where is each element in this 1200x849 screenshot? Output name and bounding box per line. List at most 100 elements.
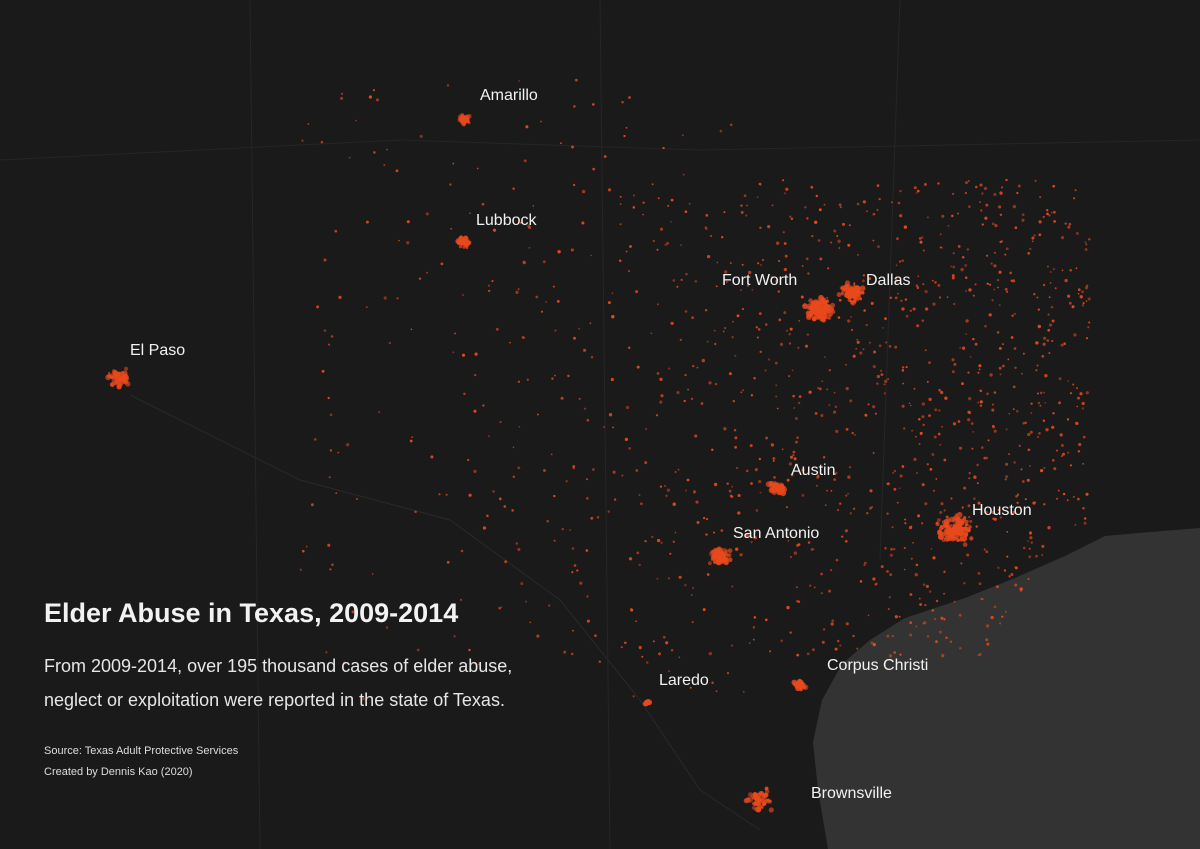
incident-dot: [618, 259, 622, 262]
incident-dot: [454, 332, 456, 335]
incident-dot: [1048, 214, 1051, 217]
incident-dot: [833, 478, 837, 481]
incident-dot: [838, 247, 841, 249]
incident-dot: [705, 214, 709, 217]
incident-dot: [518, 80, 520, 82]
incident-dot: [320, 140, 324, 144]
incident-dot: [517, 288, 520, 291]
incident-dot: [740, 391, 743, 394]
incident-dot: [782, 179, 785, 182]
incident-dot: [571, 145, 574, 149]
incident-dot: [1022, 352, 1025, 355]
incident-dot: [889, 296, 893, 300]
incident-dot: [1043, 466, 1046, 470]
incident-dot: [845, 622, 849, 626]
incident-dot: [1022, 422, 1025, 425]
incident-dot: [1030, 411, 1033, 415]
incident-dot: [660, 394, 664, 398]
incident-dot: [691, 621, 694, 624]
incident-dot: [806, 217, 809, 220]
incident-dot: [993, 251, 997, 254]
incident-dot: [1012, 408, 1015, 411]
incident-dot: [1031, 236, 1035, 240]
incident-dot: [461, 121, 467, 127]
incident-dot: [561, 527, 564, 531]
incident-dot: [1010, 336, 1014, 339]
incident-dot: [904, 522, 907, 525]
incident-dot: [869, 506, 872, 510]
incident-dot: [751, 289, 754, 291]
incident-dot: [759, 791, 763, 795]
incident-dot: [967, 180, 970, 182]
incident-dot: [656, 248, 659, 251]
incident-dot: [586, 619, 590, 623]
incident-dot: [560, 396, 564, 400]
incident-dot: [1039, 468, 1044, 473]
incident-dot: [1014, 366, 1017, 370]
incident-dot: [753, 376, 756, 380]
incident-dot: [1027, 448, 1031, 452]
incident-dot: [945, 518, 949, 521]
incident-dot: [820, 592, 823, 595]
incident-dot: [918, 597, 921, 600]
incident-dot: [737, 511, 741, 515]
incident-dot: [851, 287, 857, 292]
incident-dot: [1045, 208, 1049, 212]
source: Source: Texas Adult Protective Services: [44, 745, 239, 757]
incident-dot: [373, 151, 376, 154]
incident-dot: [849, 399, 853, 403]
incident-dot: [728, 489, 732, 493]
incident-dot: [994, 224, 998, 228]
incident-dot: [769, 650, 772, 653]
incident-dot: [985, 550, 989, 554]
incident-dot: [547, 604, 551, 607]
incident-dot: [1011, 279, 1016, 283]
incident-dot: [316, 305, 320, 309]
incident-dot: [952, 265, 956, 269]
incident-dot: [884, 546, 887, 550]
incident-dot: [876, 208, 879, 212]
incident-dot: [794, 417, 798, 420]
incident-dot: [1056, 497, 1059, 500]
incident-dot: [702, 608, 706, 612]
incident-dot: [903, 225, 908, 229]
incident-dot: [1039, 391, 1043, 395]
incident-dot: [406, 220, 410, 224]
incident-dot: [797, 346, 800, 349]
incident-dot: [902, 382, 905, 385]
incident-dot: [461, 353, 466, 357]
incident-dot: [1059, 433, 1063, 437]
incident-dot: [798, 395, 802, 398]
incident-dot: [926, 380, 929, 383]
incident-dot: [753, 616, 757, 619]
incident-dot: [708, 381, 712, 385]
incident-dot: [845, 427, 849, 431]
incident-dot: [734, 436, 738, 440]
incident-dot: [826, 296, 829, 299]
incident-dot: [987, 439, 990, 442]
incident-dot: [108, 371, 111, 375]
incident-dot: [774, 485, 777, 488]
incident-dot: [964, 276, 968, 280]
incident-dot: [695, 500, 699, 504]
incident-dot: [715, 285, 718, 288]
incident-dot: [862, 200, 867, 204]
incident-dot: [1039, 196, 1042, 199]
incident-dot: [878, 197, 881, 201]
incident-dot: [981, 192, 984, 195]
incident-dot: [937, 182, 940, 185]
incident-dot: [918, 442, 921, 446]
incident-dot: [777, 487, 783, 492]
incident-dot: [985, 456, 989, 460]
incident-dot: [1005, 428, 1008, 431]
incident-dot: [782, 231, 785, 234]
incident-dot: [670, 198, 674, 202]
incident-dot: [365, 306, 368, 309]
incident-dot: [1006, 555, 1009, 558]
incident-dot: [895, 237, 899, 241]
incident-dot: [542, 468, 547, 473]
incident-dot: [812, 306, 818, 311]
incident-dot: [642, 213, 644, 216]
incident-dot: [1033, 292, 1036, 296]
incident-dot: [962, 542, 968, 547]
